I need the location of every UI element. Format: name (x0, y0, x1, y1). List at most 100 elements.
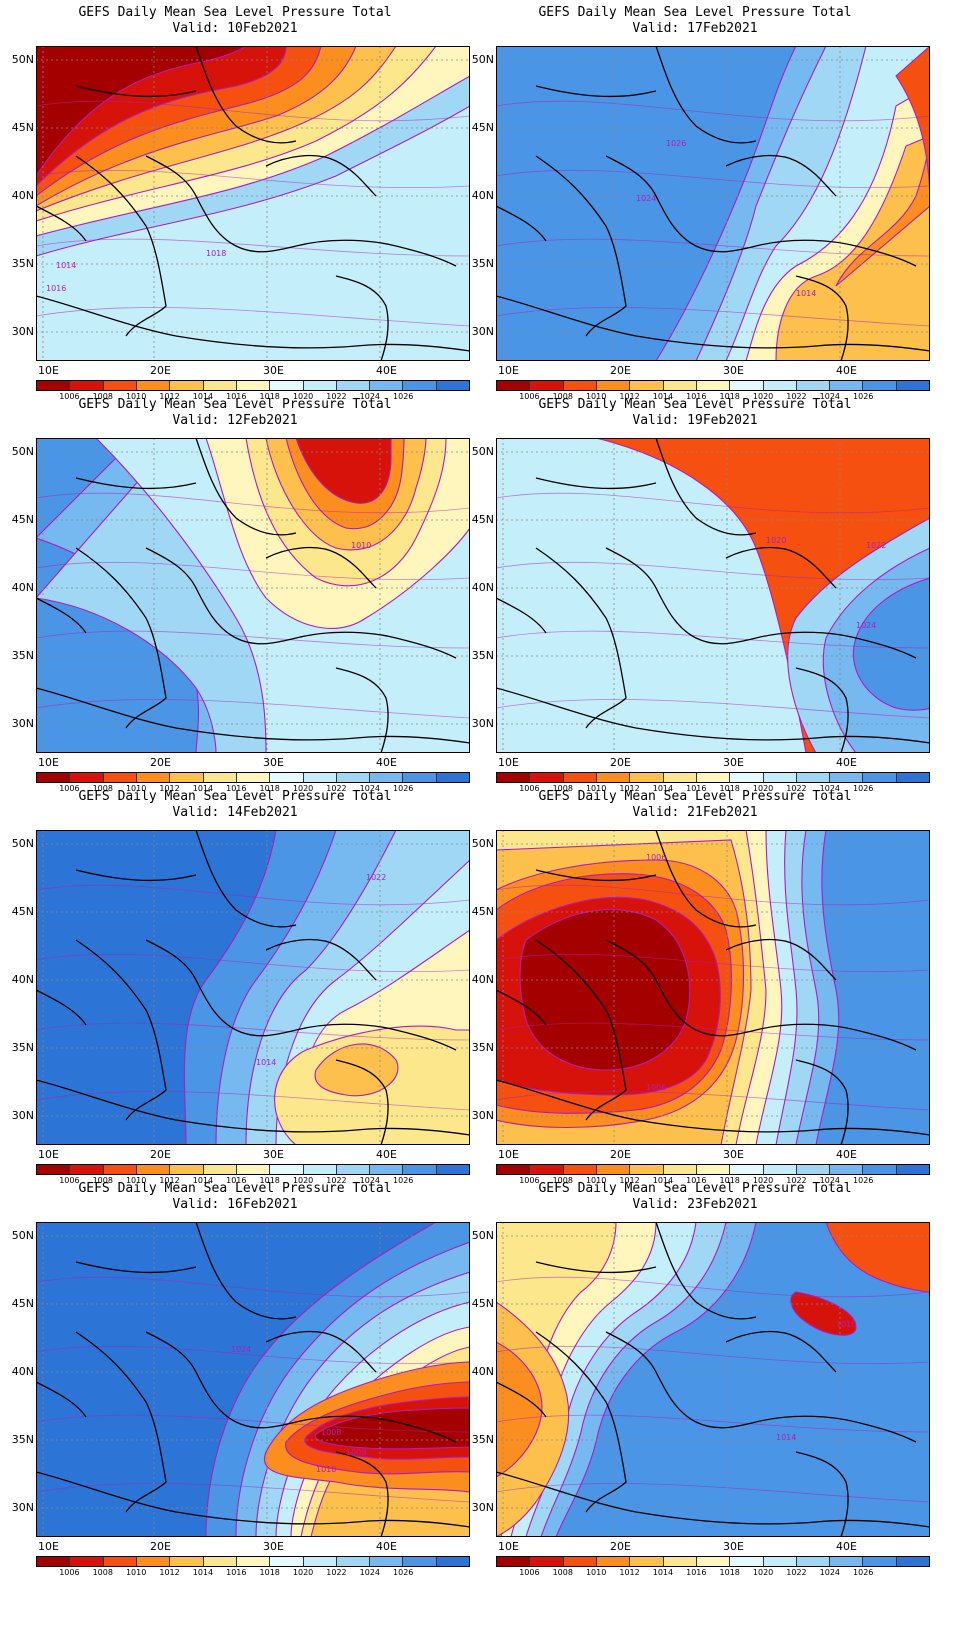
isobar-line (36, 100, 470, 122)
coastline (295, 1023, 457, 1051)
colorbar-label: 1024 (819, 1176, 841, 1185)
colorbar-swatch (203, 1165, 237, 1174)
colorbar-swatch (436, 1165, 470, 1174)
coastline (335, 275, 389, 361)
colorbar-swatch (436, 381, 470, 390)
map-svg: 1006 1006 (496, 830, 930, 1145)
colorbar-swatch (796, 773, 831, 782)
colorbar-swatch (370, 381, 404, 390)
coastline (496, 1471, 930, 1528)
colorbar-label: 1010 (585, 1568, 607, 1577)
map-panel: GEFS Daily Mean Sea Level Pressure Total… (0, 1176, 470, 1577)
latitude-tick-label: 40N (11, 1365, 34, 1378)
colorbar-label: 1008 (552, 392, 573, 401)
colorbar (496, 772, 930, 783)
isobar-line (496, 169, 930, 188)
longitude-tick-label: 30E (263, 756, 284, 769)
latitude-tick-label: 40N (471, 189, 494, 202)
colorbar-label: 1022 (786, 784, 807, 793)
pressure-map: 1024 1008 1008 1010 (36, 1222, 470, 1537)
colorbar-label: 1012 (619, 1176, 640, 1185)
map-svg: 1020 1022 1024 (496, 438, 930, 753)
isobar-line (496, 1091, 930, 1111)
colorbar-label: 1026 (393, 392, 414, 401)
colorbar (36, 1556, 470, 1567)
coastline (75, 46, 297, 144)
colorbar-swatch (103, 1165, 137, 1174)
colorbar-swatch (497, 381, 531, 390)
colorbar-swatch (336, 381, 371, 390)
colorbar-swatch (403, 1165, 437, 1174)
longitude-tick-label: 30E (263, 1540, 284, 1553)
colorbar-label: 1008 (552, 1176, 573, 1185)
contour-label: 1024 (636, 194, 656, 203)
colorbar-label: 1018 (719, 392, 740, 401)
colorbar-label: 1026 (853, 392, 874, 401)
contour-label: 1014 (776, 1433, 796, 1442)
longitude-tick-label: 40E (836, 1540, 857, 1553)
colorbar-label: 1026 (393, 784, 414, 793)
colorbar-swatch (696, 1165, 731, 1174)
coastline (36, 205, 87, 242)
map-panel: GEFS Daily Mean Sea Level Pressure Total… (0, 0, 470, 401)
pressure-band (36, 46, 247, 177)
colorbar-swatch (37, 381, 71, 390)
isobar-line (36, 492, 470, 514)
colorbar-label: 1010 (125, 392, 147, 401)
contour-label: 1018 (206, 249, 226, 258)
colorbar-label: 1022 (326, 1176, 347, 1185)
colorbar-swatch (896, 773, 930, 782)
colorbar-label: 1018 (259, 392, 280, 401)
colorbar-label: 1008 (92, 392, 113, 401)
isobar-line (496, 1276, 930, 1298)
isobar-line (496, 561, 930, 580)
colorbar-label: 1014 (652, 392, 674, 401)
coastline (75, 155, 167, 337)
contour-label: 1024 (856, 621, 876, 630)
pressure-band (852, 577, 930, 711)
latitude-tick-label: 40N (471, 973, 494, 986)
coastline (265, 1330, 377, 1373)
longitude-tick-label: 30E (723, 1148, 744, 1161)
panel-title: GEFS Daily Mean Sea Level Pressure Total (538, 397, 852, 412)
colorbar-label: 1014 (192, 1568, 214, 1577)
colorbar-label: 1010 (125, 784, 147, 793)
colorbar-label: 1020 (292, 1176, 314, 1185)
longitude-tick-label: 30E (263, 364, 284, 377)
colorbar-swatch (103, 381, 137, 390)
latitude-tick-label: 40N (11, 189, 34, 202)
colorbar-swatch (696, 773, 731, 782)
map-panel: GEFS Daily Mean Sea Level Pressure Total… (460, 1176, 930, 1577)
panel-valid-date: Valid: 14Feb2021 (172, 805, 298, 820)
colorbar-swatch (596, 381, 631, 390)
coastline (36, 1079, 470, 1136)
colorbar-swatch (596, 773, 631, 782)
coastline (496, 295, 930, 352)
colorbar-label: 1020 (292, 1568, 314, 1577)
isobar-line (496, 884, 930, 906)
colorbar-swatch (796, 1557, 831, 1566)
panel-title: GEFS Daily Mean Sea Level Pressure Total (78, 1181, 392, 1196)
latitude-tick-label: 30N (11, 717, 34, 730)
panel-title: GEFS Daily Mean Sea Level Pressure Total (78, 5, 392, 20)
colorbar-label: 1022 (786, 1568, 807, 1577)
colorbar-swatch (630, 1557, 664, 1566)
longitude-tick-label: 40E (836, 1148, 857, 1161)
colorbar-swatch (103, 773, 137, 782)
pressure-band (496, 1341, 543, 1478)
colorbar-swatch (170, 1165, 204, 1174)
coastline (36, 687, 470, 744)
colorbar-label: 1020 (752, 392, 774, 401)
coastline (605, 155, 757, 253)
panel-title: GEFS Daily Mean Sea Level Pressure Total (538, 1181, 852, 1196)
colorbar-label: 1024 (359, 784, 381, 793)
longitude-tick-label: 40E (376, 1540, 397, 1553)
pressure-map: 1022 1014 (36, 830, 470, 1145)
contour-label: 1024 (231, 1345, 251, 1354)
colorbar-label: 1006 (59, 392, 80, 401)
colorbar (496, 1164, 930, 1175)
colorbar-label: 1018 (259, 784, 280, 793)
colorbar-label: 1012 (619, 392, 640, 401)
colorbar-label: 1008 (92, 784, 113, 793)
colorbar-swatch (663, 1165, 697, 1174)
